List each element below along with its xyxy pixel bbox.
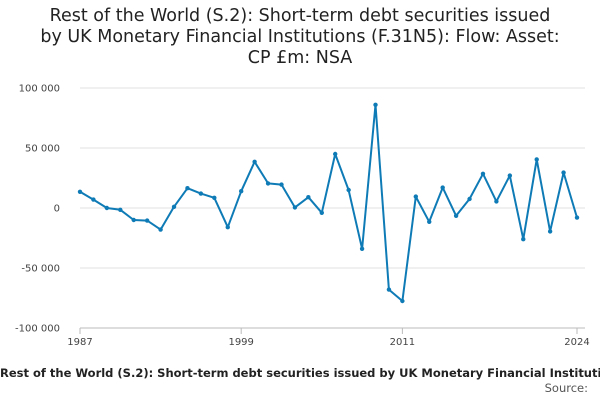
data-point[interactable] [507,173,513,178]
grid-layer [80,87,585,329]
source-label: Source: [544,381,588,395]
data-point[interactable] [104,205,110,211]
data-point[interactable] [91,197,96,202]
data-point[interactable] [480,171,486,176]
data-point[interactable] [400,298,405,304]
data-point[interactable] [333,151,338,157]
data-point[interactable] [158,227,163,232]
data-point[interactable] [118,207,123,212]
y-tick-label: 50 000 [25,144,60,155]
data-point[interactable] [131,217,136,223]
data-point[interactable] [185,186,190,191]
y-tick-label: 100 000 [19,84,60,95]
data-point[interactable] [306,195,311,200]
x-tick-label: 1999 [228,337,253,348]
data-point[interactable] [386,287,392,292]
data-point[interactable] [561,170,566,175]
data-point[interactable] [494,199,499,204]
data-point[interactable] [238,189,244,194]
data-point[interactable] [427,219,432,224]
data-point[interactable] [574,215,580,220]
data-point[interactable] [198,191,204,196]
data-point[interactable] [144,218,150,223]
data-point[interactable] [212,195,217,200]
data-point[interactable] [77,189,83,194]
data-point[interactable] [467,196,472,202]
data-point[interactable] [319,210,324,215]
data-point[interactable] [547,229,553,234]
data-point[interactable] [440,185,445,190]
x-tick-label: 1987 [67,337,92,348]
data-point[interactable] [413,194,419,199]
chart-title-line: CP £m: NSA [247,48,353,68]
data-point[interactable] [171,204,177,209]
data-point[interactable] [265,181,271,186]
data-point[interactable] [346,187,351,193]
chart-title-line: Rest of the World (S.2): Short-term debt… [49,6,551,26]
axis-layer: -100 000 -50 000 0 50 000 100 000 1987 1999 201… [15,84,590,349]
legend: Rest of the World (S.2): Short-term debt… [0,366,600,380]
data-point[interactable] [279,182,284,187]
data-point[interactable] [292,205,298,210]
x-tick-label: 2011 [390,337,415,348]
y-tick-label: 0 [54,204,60,215]
data-point[interactable] [521,237,526,242]
data-point[interactable] [252,159,257,164]
chart-title: Rest of the World (S.2): Short-term debt… [0,6,600,69]
data-point[interactable] [534,157,539,162]
chart-title-line: by UK Monetary Financial Institutions (F… [40,27,560,47]
series-layer [77,102,580,304]
y-tick-label: -100 000 [15,324,60,335]
series-line [79,103,578,302]
legend-entry: Rest of the World (S.2): Short-term debt… [0,366,600,380]
data-point[interactable] [453,213,459,218]
data-point[interactable] [225,225,230,230]
x-tick-label: 2024 [564,337,589,348]
data-point[interactable] [359,246,365,251]
data-point[interactable] [373,102,378,108]
y-tick-label: -50 000 [21,264,60,275]
